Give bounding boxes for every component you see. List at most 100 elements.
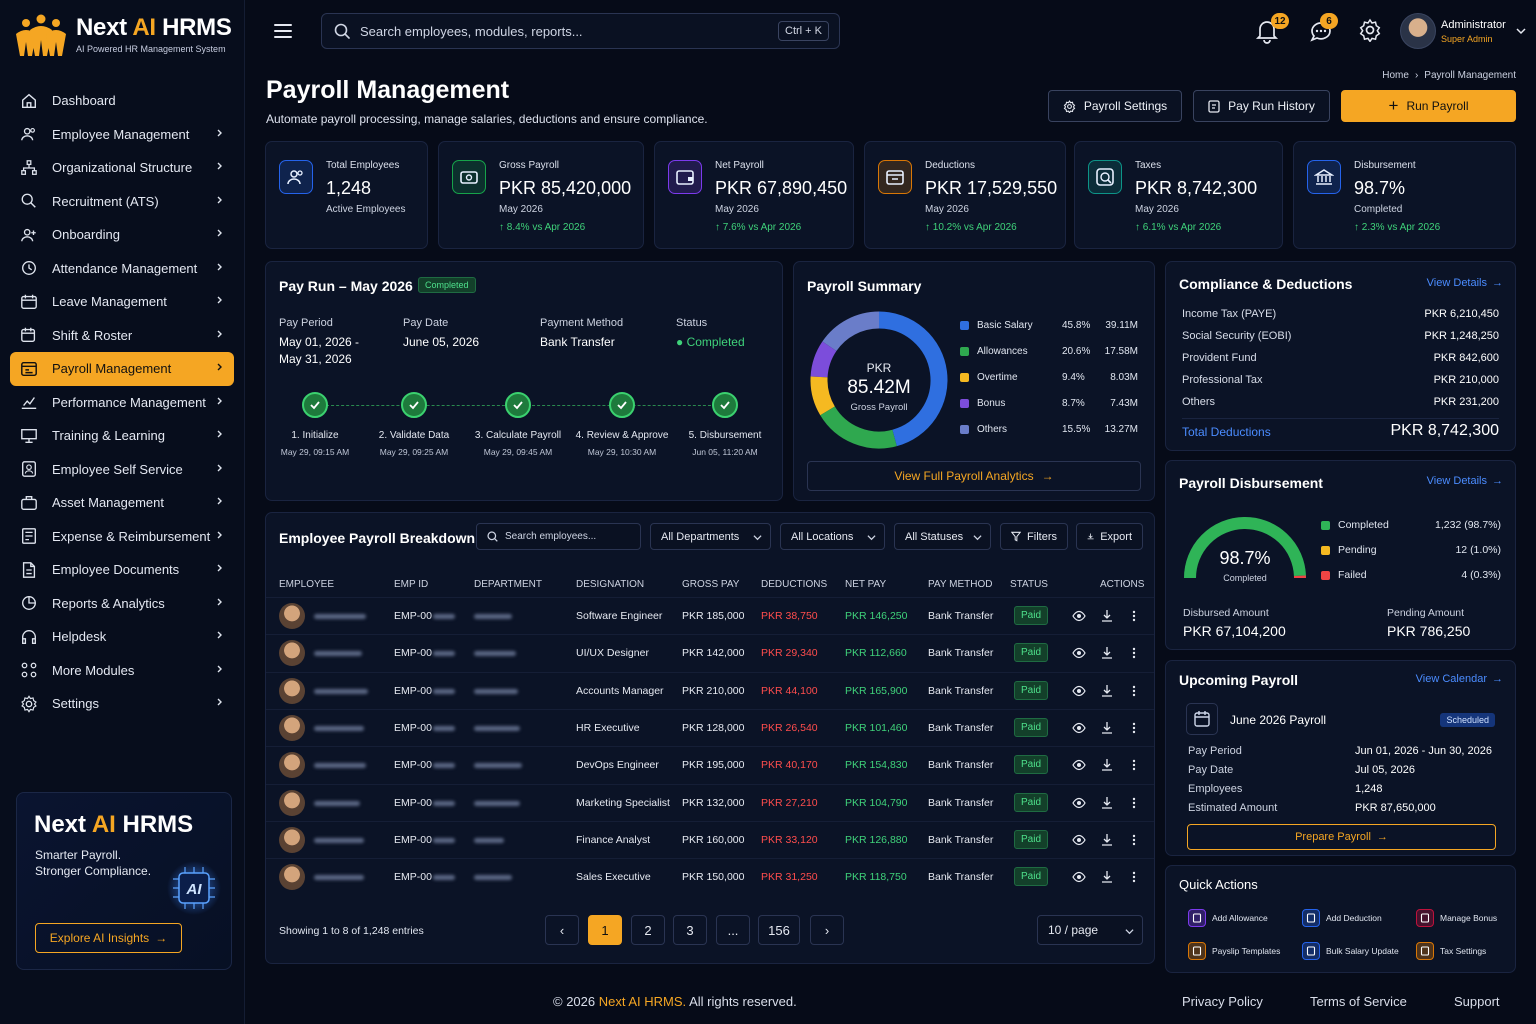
download-icon[interactable] [1100,870,1114,884]
view-payroll-analytics-button[interactable]: View Full Payroll Analytics → [807,461,1141,491]
table-row[interactable]: EMP-00 UI/UX Designer PKR 142,000 PKR 29,34… [266,634,1154,671]
more-vertical-icon[interactable] [1127,684,1141,698]
quick-action-tax-settings[interactable]: Tax Settings [1416,942,1486,960]
explore-ai-insights-button[interactable]: Explore AI Insights → [35,923,182,953]
download-icon[interactable] [1100,646,1114,660]
terms-of-service-link[interactable]: Terms of Service [1310,994,1407,1009]
pagination-page-1[interactable]: 1 [588,915,622,945]
settings-button[interactable] [1358,18,1384,44]
view-eye-icon[interactable] [1072,758,1086,772]
view-eye-icon[interactable] [1072,646,1086,660]
download-icon[interactable] [1100,796,1114,810]
sidebar-item-shift-roster[interactable]: Shift & Roster [10,319,234,353]
sidebar-item-employee-management[interactable]: Employee Management [10,118,234,152]
export-button[interactable]: Export [1076,523,1143,550]
quick-action-add-allowance[interactable]: Add Allowance [1188,909,1268,927]
sidebar-item-asset-management[interactable]: Asset Management [10,486,234,520]
more-vertical-icon[interactable] [1127,758,1141,772]
table-row[interactable]: EMP-00 Sales Executive PKR 150,000 PKR 31,2… [266,858,1154,895]
prepare-payroll-button[interactable]: Prepare Payroll → [1187,824,1496,850]
payroll-settings-button[interactable]: Payroll Settings [1048,90,1182,122]
table-row[interactable]: EMP-00 Finance Analyst PKR 160,000 PKR 33,1… [266,820,1154,858]
sidebar-item-more-modules[interactable]: More Modules [10,654,234,688]
run-payroll-button[interactable]: + Run Payroll [1341,90,1516,122]
sidebar-item-onboarding[interactable]: Onboarding [10,218,234,252]
user-menu[interactable]: Administrator Super Admin [1400,13,1526,49]
table-row[interactable]: EMP-00 Marketing Specialist PKR 132,000 PKR… [266,783,1154,821]
download-icon[interactable] [1100,609,1114,623]
pagination-prev[interactable]: ‹ [545,915,579,945]
download-icon[interactable] [1100,721,1114,735]
hamburger-menu-icon[interactable] [272,20,294,42]
breadcrumb-home[interactable]: Home [1382,70,1409,81]
quick-action-icon [1302,909,1320,927]
more-vertical-icon[interactable] [1127,870,1141,884]
table-row[interactable]: EMP-00 Software Engineer PKR 185,000 PKR 38… [266,597,1154,634]
chevron-right-icon [217,229,222,237]
download-icon[interactable] [1100,684,1114,698]
more-vertical-icon[interactable] [1127,646,1141,660]
more-vertical-icon[interactable] [1127,796,1141,810]
pagination-next[interactable]: › [810,915,844,945]
status-filter[interactable]: All Statuses [894,523,991,550]
sidebar-item-helpdesk[interactable]: Helpdesk [10,620,234,654]
pending-amount-label: Pending Amount [1387,607,1465,619]
messages-button[interactable]: 6 [1308,13,1338,44]
quick-action-manage-bonus[interactable]: Manage Bonus [1416,909,1497,927]
sidebar-item-performance-management[interactable]: Performance Management [10,386,234,420]
more-vertical-icon[interactable] [1127,721,1141,735]
sidebar-item-reports-analytics[interactable]: Reports & Analytics [10,587,234,621]
employee-search[interactable]: Search employees... [476,523,641,550]
pagination-page-3[interactable]: 3 [673,915,707,945]
pagination-page-2[interactable]: 2 [631,915,665,945]
notifications-button[interactable]: 12 [1254,13,1289,44]
location-filter[interactable]: All Locations [780,523,885,550]
disbursement-view-details-link[interactable]: View Details → [1426,475,1503,487]
compliance-view-details-link[interactable]: View Details → [1426,277,1503,289]
pay-run-history-button[interactable]: Pay Run History [1193,90,1330,122]
status-badge: Paid [1014,643,1049,663]
pagination-page-156[interactable]: 156 [758,915,800,945]
sidebar-item-organizational-structure[interactable]: Organizational Structure [10,151,234,185]
view-eye-icon[interactable] [1072,870,1086,884]
app-logo[interactable]: Next AI HRMS AI Powered HR Management Sy… [14,14,232,58]
more-vertical-icon[interactable] [1127,609,1141,623]
view-calendar-link[interactable]: View Calendar → [1415,673,1503,685]
table-row[interactable]: EMP-00 Accounts Manager PKR 210,000 PKR 44,… [266,671,1154,709]
support-link[interactable]: Support [1454,994,1500,1009]
department-filter[interactable]: All Departments [650,523,771,550]
emp-id-prefix: EMP-00 [394,871,432,884]
global-search-bar[interactable]: Ctrl + K [321,13,840,49]
sidebar-item-leave-management[interactable]: Leave Management [10,285,234,319]
view-eye-icon[interactable] [1072,684,1086,698]
sidebar-item-employee-self-service[interactable]: Employee Self Service [10,453,234,487]
table-row[interactable]: EMP-00 DevOps Engineer PKR 195,000 PKR 40,1… [266,746,1154,783]
global-search-input[interactable] [360,23,839,39]
employee-avatar [279,789,305,816]
view-eye-icon[interactable] [1072,796,1086,810]
sidebar-item-dashboard[interactable]: Dashboard [10,84,234,118]
quick-action-bulk-salary-update[interactable]: Bulk Salary Update [1302,942,1399,960]
sidebar-item-recruitment-ats[interactable]: Recruitment (ATS) [10,185,234,219]
more-vertical-icon[interactable] [1127,833,1141,847]
filters-button[interactable]: Filters [1000,523,1068,550]
privacy-policy-link[interactable]: Privacy Policy [1182,994,1263,1009]
quick-action-payslip-templates[interactable]: Payslip Templates [1188,942,1280,960]
sidebar-item-attendance-management[interactable]: Attendance Management [10,252,234,286]
page-size-select[interactable]: 10 / page [1037,915,1143,945]
view-eye-icon[interactable] [1072,833,1086,847]
quick-action-add-deduction[interactable]: Add Deduction [1302,909,1382,927]
view-eye-icon[interactable] [1072,721,1086,735]
chevron-right-icon [217,564,222,572]
view-eye-icon[interactable] [1072,609,1086,623]
table-row[interactable]: EMP-00 HR Executive PKR 128,000 PKR 26,540 P… [266,708,1154,746]
pay-run-title: Pay Run – May 2026 [279,278,413,294]
sidebar-item-payroll-management[interactable]: Payroll Management [10,352,234,386]
download-icon[interactable] [1100,833,1114,847]
download-icon[interactable] [1100,758,1114,772]
stat-icon [1307,160,1341,194]
sidebar-item-expense-reimbursement[interactable]: Expense & Reimbursement [10,520,234,554]
sidebar-item-settings[interactable]: Settings [10,687,234,721]
sidebar-item-employee-documents[interactable]: Employee Documents [10,553,234,587]
sidebar-item-training-learning[interactable]: Training & Learning [10,419,234,453]
